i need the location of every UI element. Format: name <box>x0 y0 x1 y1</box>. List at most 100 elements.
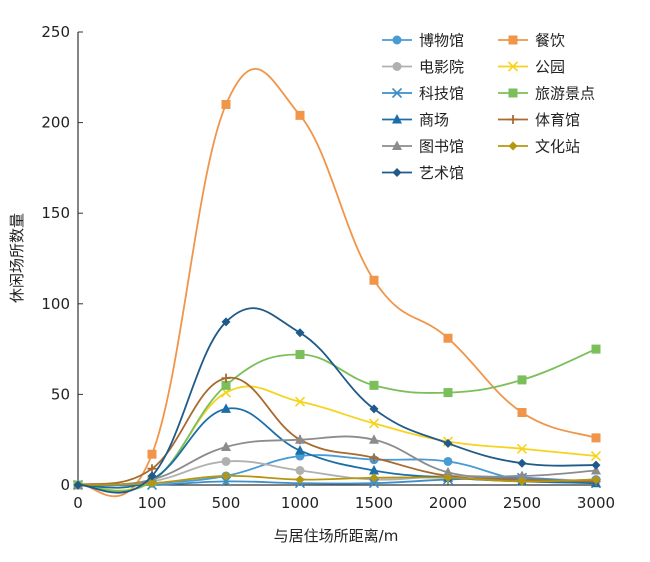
data-point <box>295 350 305 360</box>
data-point <box>443 333 453 343</box>
data-point <box>591 465 601 475</box>
data-point <box>221 99 231 109</box>
series-line <box>77 474 597 486</box>
legend-marker <box>507 61 519 72</box>
legend-label: 餐饮 <box>535 32 565 50</box>
legend-item: 科技馆 <box>382 85 464 103</box>
data-point <box>220 476 232 487</box>
y-tick-label: 100 <box>41 295 70 313</box>
data-point <box>295 475 305 485</box>
data-point <box>147 478 157 488</box>
y-axis-title: 休闲场所数量 <box>8 213 26 303</box>
legend-label: 科技馆 <box>419 85 464 103</box>
legend-item: 旅游景点 <box>498 85 595 103</box>
legend-label: 商场 <box>419 111 449 129</box>
data-point <box>73 480 83 490</box>
legend-label: 电影院 <box>419 58 464 76</box>
data-point <box>295 110 305 120</box>
data-point <box>591 460 601 470</box>
legend-item: 餐饮 <box>498 32 565 50</box>
y-tick-label: 150 <box>41 204 70 222</box>
legend-marker <box>508 88 518 98</box>
series-line <box>77 476 597 487</box>
data-point <box>443 438 453 448</box>
data-point <box>369 404 379 414</box>
legend-marker <box>508 141 518 151</box>
legend-marker <box>392 168 402 177</box>
x-tick-label: 2000 <box>429 494 467 512</box>
data-point <box>517 408 527 418</box>
data-point <box>517 458 527 468</box>
series-1 <box>73 67 601 498</box>
legend-item: 公园 <box>498 58 565 76</box>
data-point <box>221 456 231 466</box>
x-tick-label: 2500 <box>503 494 541 512</box>
legend-marker <box>508 35 518 45</box>
data-point <box>295 466 305 476</box>
legend-label: 公园 <box>535 58 565 76</box>
legend-item: 文化站 <box>498 138 580 156</box>
data-point <box>368 478 380 489</box>
series-layer <box>72 67 602 498</box>
x-tick-label: 1500 <box>355 494 393 512</box>
data-point <box>517 476 527 486</box>
data-point <box>295 328 305 338</box>
legend-marker <box>392 62 402 71</box>
legend-item: 商场 <box>382 111 449 129</box>
legend-label: 文化站 <box>535 138 580 156</box>
series-line <box>77 307 597 494</box>
data-point <box>516 443 528 454</box>
legend-label: 博物馆 <box>419 32 464 50</box>
legend-marker <box>392 140 402 150</box>
data-point <box>591 344 601 354</box>
series-line <box>77 67 597 498</box>
data-point <box>590 450 602 462</box>
data-point <box>443 473 453 483</box>
legend-marker <box>392 35 402 45</box>
x-tick-label: 3000 <box>577 494 615 512</box>
legend-marker <box>391 87 403 99</box>
data-point <box>591 475 601 485</box>
data-point <box>221 403 231 413</box>
data-point <box>443 456 453 466</box>
data-point <box>591 433 601 443</box>
legend-item: 电影院 <box>382 58 464 76</box>
data-point <box>517 470 527 480</box>
data-point <box>147 471 157 481</box>
data-point <box>369 453 379 463</box>
data-point <box>369 275 379 285</box>
data-point <box>517 375 527 385</box>
data-point <box>221 441 231 451</box>
x-tick-label: 100 <box>138 494 167 512</box>
x-axis-title: 与居住场所距离/m <box>274 527 399 545</box>
data-point <box>221 317 231 327</box>
data-point <box>443 388 453 398</box>
data-point <box>221 471 231 481</box>
y-tick-label: 0 <box>60 476 70 494</box>
legend-item: 博物馆 <box>382 32 464 50</box>
series-line <box>77 435 597 486</box>
data-point <box>295 445 305 455</box>
data-point <box>294 396 306 407</box>
series-10 <box>73 307 601 494</box>
data-point <box>369 434 379 444</box>
legend-marker <box>508 115 518 124</box>
data-point <box>368 418 380 429</box>
data-point <box>443 466 453 477</box>
data-point <box>369 473 379 483</box>
legend-label: 旅游景点 <box>535 85 595 103</box>
legend-label: 体育馆 <box>535 111 580 129</box>
data-point <box>221 380 231 390</box>
legend-item: 图书馆 <box>382 138 464 156</box>
data-point <box>147 449 157 459</box>
legend-item: 体育馆 <box>498 111 580 129</box>
y-tick-label: 50 <box>51 385 70 403</box>
x-tick-label: 1000 <box>281 494 319 512</box>
legend-marker <box>392 114 402 124</box>
data-point <box>369 380 379 390</box>
y-tick-label: 250 <box>41 23 70 41</box>
x-tick-label: 0 <box>73 494 83 512</box>
data-point <box>221 373 231 383</box>
